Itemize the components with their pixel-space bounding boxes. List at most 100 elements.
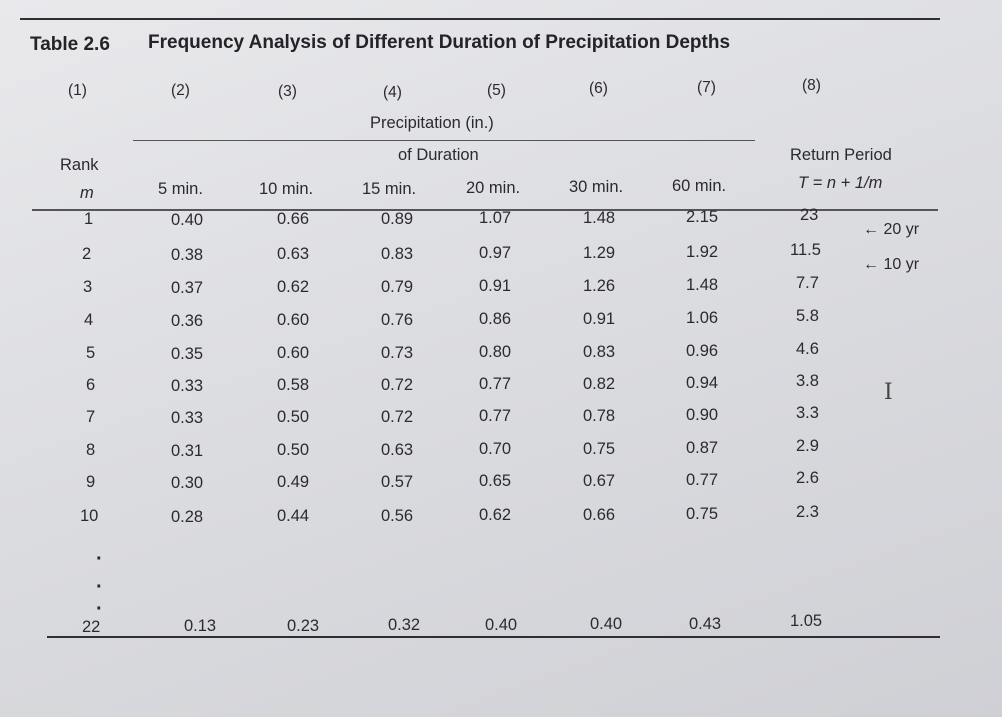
- value-cell: 0.80: [479, 343, 512, 362]
- duration-header: 30 min.: [569, 178, 624, 196]
- value-cell: 0.40: [590, 615, 623, 634]
- value-cell: 0.87: [686, 439, 719, 457]
- rank-cell: 9: [86, 473, 96, 491]
- value-cell: 0.72: [381, 375, 414, 394]
- column-number: (5): [487, 82, 506, 99]
- column-number: (3): [278, 83, 297, 100]
- value-cell: 0.32: [388, 616, 421, 635]
- return-period-cell: 11.5: [790, 241, 821, 259]
- value-cell: 0.77: [479, 407, 512, 426]
- return-period-cell: 2.3: [796, 503, 819, 521]
- ellipsis-dot: ·: [96, 576, 103, 598]
- value-cell: 0.62: [277, 278, 310, 297]
- value-cell: 0.66: [277, 210, 310, 229]
- group-header-duration: of Duration: [398, 146, 479, 164]
- table-title: Frequency Analysis of Different Duration…: [148, 32, 731, 53]
- value-cell: 0.90: [686, 406, 719, 424]
- value-cell: 1.48: [583, 208, 616, 227]
- return-period-cell: 23: [800, 206, 819, 224]
- value-cell: 0.49: [277, 473, 310, 492]
- value-cell: 0.30: [171, 474, 204, 492]
- value-cell: 0.78: [583, 406, 616, 425]
- duration-header: 15 min.: [362, 180, 417, 198]
- value-cell: 0.73: [381, 343, 414, 362]
- duration-header: 10 min.: [259, 180, 314, 198]
- rank-cell: 5: [86, 344, 96, 362]
- return-period-cell: 5.8: [796, 307, 819, 325]
- group-header-rule: [133, 140, 755, 141]
- value-cell: 0.77: [479, 375, 512, 394]
- value-cell: 0.96: [686, 342, 719, 360]
- value-cell: 0.40: [171, 211, 204, 229]
- value-cell: 0.57: [381, 472, 414, 491]
- rank-cell: 2: [82, 245, 92, 263]
- value-cell: 0.62: [479, 506, 512, 525]
- top-rule: [20, 18, 940, 20]
- rank-label: Rank: [60, 156, 99, 174]
- value-cell: 0.65: [479, 472, 512, 491]
- value-cell: 0.75: [583, 439, 616, 458]
- column-number: (4): [383, 84, 402, 101]
- return-period-label: Return Period: [790, 146, 892, 164]
- value-cell: 0.86: [479, 310, 512, 329]
- annotation-20yr: ← 20 yr: [863, 221, 920, 238]
- value-cell: 0.50: [277, 441, 310, 460]
- value-cell: 0.56: [381, 506, 414, 525]
- rank-symbol: m: [80, 184, 94, 202]
- value-cell: 0.60: [277, 311, 310, 330]
- rank-cell: 22: [82, 618, 101, 636]
- value-cell: 0.66: [583, 505, 616, 524]
- return-period-cell: 2.9: [796, 437, 819, 455]
- value-cell: 0.35: [171, 345, 204, 363]
- column-number: (2): [171, 82, 190, 99]
- return-period-cell: 7.7: [796, 274, 819, 292]
- value-cell: 0.67: [583, 471, 616, 490]
- return-period-cell: 3.3: [796, 404, 819, 422]
- value-cell: 0.72: [381, 407, 414, 426]
- annotation-10yr: ← 10 yr: [863, 256, 920, 273]
- ellipsis-dot: ·: [96, 548, 103, 570]
- group-header-precipitation: Precipitation (in.): [370, 114, 494, 132]
- value-cell: 0.23: [287, 616, 320, 635]
- column-number: (8): [802, 77, 821, 94]
- value-cell: 1.06: [686, 309, 719, 327]
- value-cell: 0.75: [686, 505, 719, 523]
- value-cell: 0.91: [583, 309, 616, 328]
- ellipsis-dot: ·: [96, 598, 103, 620]
- return-period-cell: 2.6: [796, 469, 819, 487]
- value-cell: 0.63: [381, 440, 414, 459]
- value-cell: 0.50: [277, 408, 310, 427]
- rank-cell: 10: [80, 507, 99, 525]
- value-cell: 0.13: [184, 617, 217, 635]
- value-cell: 1.29: [583, 243, 616, 262]
- rank-cell: 1: [84, 210, 94, 228]
- value-cell: 0.31: [171, 442, 204, 460]
- column-number: (1): [68, 82, 87, 99]
- value-cell: 0.38: [171, 246, 204, 264]
- value-cell: 0.63: [277, 245, 310, 264]
- return-period-cell: 1.05: [790, 612, 823, 630]
- duration-header: 20 min.: [466, 179, 521, 197]
- value-cell: 1.26: [583, 276, 616, 295]
- column-number: (6): [589, 80, 608, 97]
- value-cell: 1.07: [479, 209, 512, 228]
- text-cursor-icon: I: [884, 380, 893, 405]
- header-rule: [32, 209, 938, 211]
- value-cell: 0.83: [583, 342, 616, 361]
- value-cell: 1.48: [686, 276, 719, 294]
- bottom-rule: [47, 636, 940, 638]
- value-cell: 0.83: [381, 244, 414, 263]
- rank-cell: 3: [83, 278, 93, 296]
- value-cell: 0.28: [171, 508, 204, 526]
- column-number: (7): [697, 79, 716, 96]
- value-cell: 0.37: [171, 279, 204, 297]
- duration-header: 5 min.: [158, 180, 203, 198]
- value-cell: 0.70: [479, 440, 512, 459]
- value-cell: 0.33: [171, 409, 204, 427]
- value-cell: 0.79: [381, 277, 414, 296]
- return-period-formula: T = n + 1/m: [798, 174, 883, 192]
- value-cell: 0.77: [686, 471, 719, 489]
- value-cell: 0.44: [277, 507, 310, 526]
- value-cell: 0.76: [381, 310, 414, 329]
